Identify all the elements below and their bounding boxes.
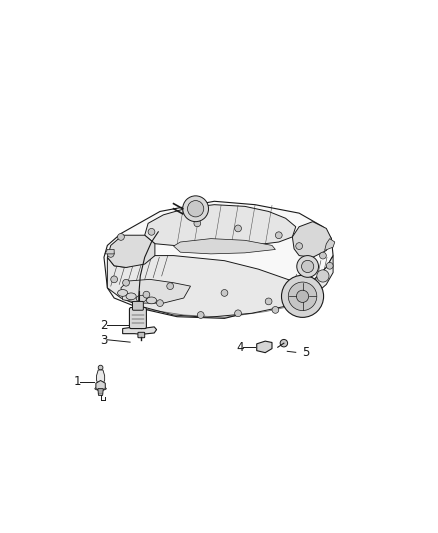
Circle shape — [183, 196, 208, 222]
Polygon shape — [104, 201, 333, 318]
Circle shape — [98, 365, 103, 370]
Circle shape — [235, 225, 241, 232]
Circle shape — [117, 233, 124, 240]
Polygon shape — [96, 370, 105, 384]
Text: 4: 4 — [237, 341, 244, 354]
FancyBboxPatch shape — [132, 302, 143, 310]
Circle shape — [221, 289, 228, 296]
Polygon shape — [107, 235, 155, 268]
Circle shape — [326, 262, 333, 269]
Circle shape — [265, 298, 272, 305]
FancyBboxPatch shape — [130, 308, 146, 328]
Polygon shape — [325, 239, 335, 251]
Circle shape — [297, 290, 309, 302]
Text: 5: 5 — [303, 346, 310, 359]
Circle shape — [317, 270, 329, 282]
Circle shape — [111, 276, 117, 282]
Circle shape — [296, 243, 303, 249]
Circle shape — [107, 251, 114, 257]
Polygon shape — [293, 222, 332, 257]
Circle shape — [282, 275, 324, 317]
Polygon shape — [105, 249, 114, 254]
Ellipse shape — [126, 293, 136, 300]
Circle shape — [148, 229, 155, 235]
Circle shape — [320, 252, 326, 259]
Ellipse shape — [117, 289, 128, 296]
Ellipse shape — [95, 387, 106, 390]
Circle shape — [235, 310, 241, 317]
Polygon shape — [173, 239, 276, 254]
Circle shape — [288, 282, 317, 311]
Polygon shape — [96, 381, 105, 391]
Circle shape — [187, 200, 204, 217]
Circle shape — [157, 300, 163, 306]
FancyBboxPatch shape — [138, 332, 145, 338]
Circle shape — [272, 306, 279, 313]
Polygon shape — [145, 205, 296, 247]
Polygon shape — [98, 389, 103, 395]
Circle shape — [194, 220, 201, 227]
Polygon shape — [107, 256, 333, 317]
Circle shape — [280, 340, 288, 347]
Circle shape — [197, 312, 204, 318]
Text: 1: 1 — [74, 375, 81, 389]
Circle shape — [123, 279, 130, 286]
Text: 3: 3 — [101, 334, 108, 347]
Circle shape — [167, 282, 173, 289]
Circle shape — [301, 260, 314, 272]
Circle shape — [297, 256, 318, 277]
Ellipse shape — [146, 297, 156, 304]
Circle shape — [276, 232, 282, 239]
Text: 2: 2 — [101, 319, 108, 332]
Circle shape — [143, 291, 150, 298]
Polygon shape — [257, 341, 272, 353]
Ellipse shape — [136, 295, 146, 302]
Polygon shape — [121, 279, 191, 303]
Polygon shape — [123, 327, 156, 334]
